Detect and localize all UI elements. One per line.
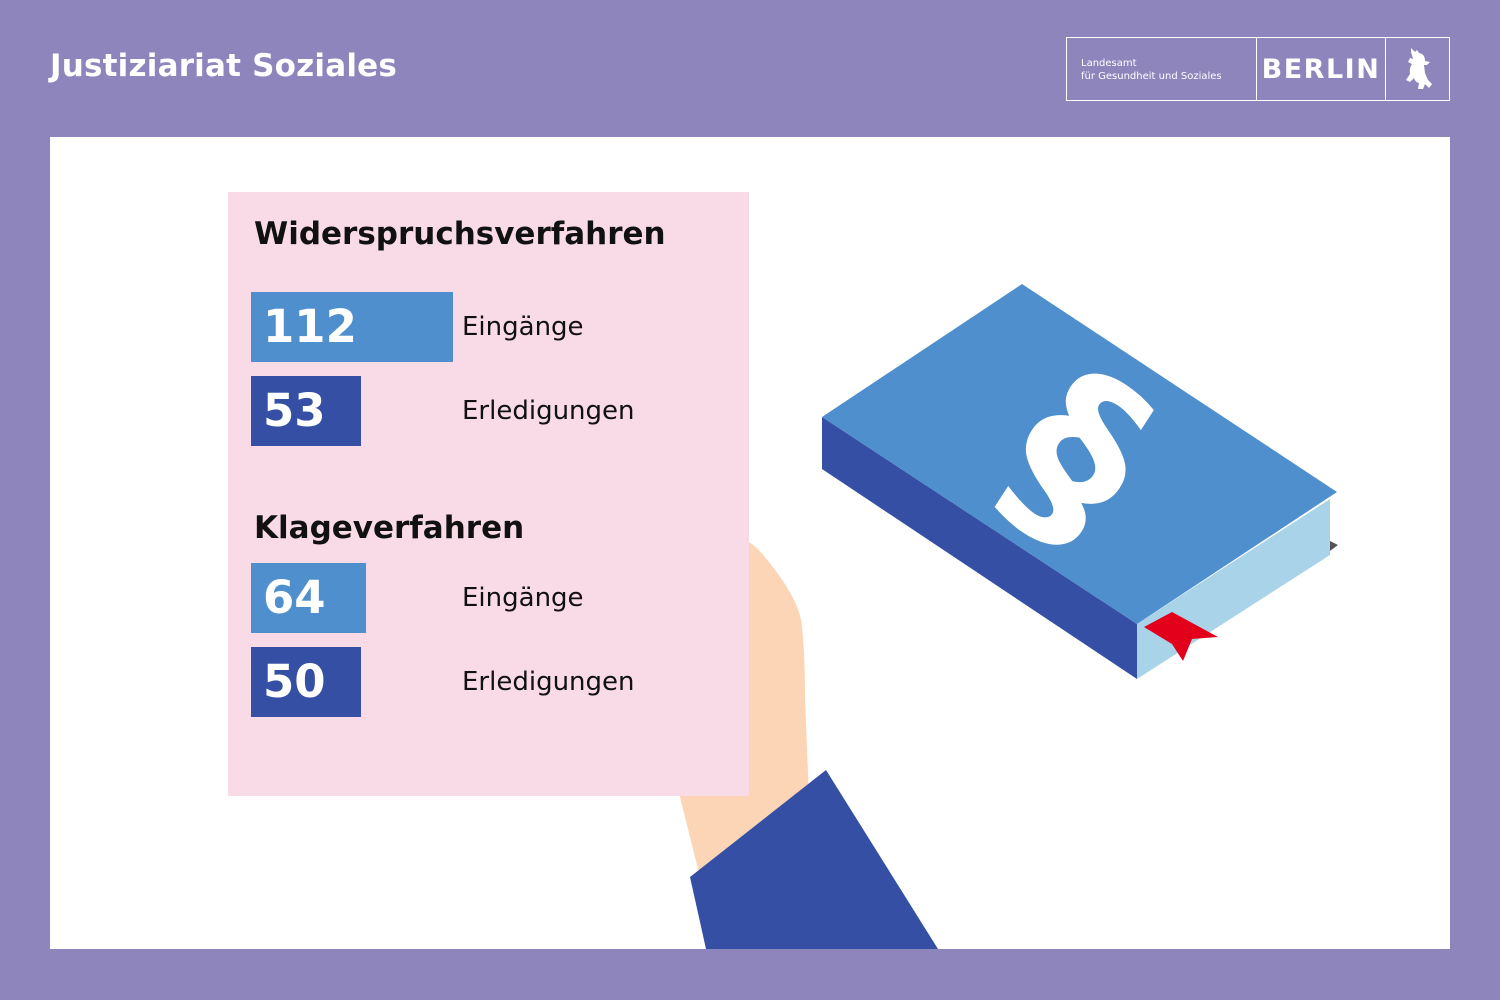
bar-widerspruch-eingaenge: 112 — [251, 292, 453, 362]
bar-klage-erledigungen: 50 — [251, 647, 361, 717]
label-klage-erledigungen: Erledigungen — [462, 667, 635, 697]
berlin-bear-icon — [1386, 38, 1449, 100]
bar-widerspruch-erledigungen: 53 — [251, 376, 361, 446]
organization-logo: Landesamt für Gesundheit und Soziales BE… — [1066, 37, 1450, 101]
label-widerspruch-erledigungen: Erledigungen — [462, 396, 635, 426]
logo-city: BERLIN — [1257, 38, 1386, 100]
logo-line-1: Landesamt — [1081, 58, 1137, 69]
statistics-card: Widerspruchsverfahren 112 Eingänge 53 Er… — [228, 192, 749, 796]
section-title-widerspruch: Widerspruchsverfahren — [254, 216, 666, 252]
label-klage-eingaenge: Eingänge — [462, 583, 584, 613]
section-title-klage: Klageverfahren — [254, 510, 525, 546]
page-title: Justiziariat Soziales — [50, 48, 398, 84]
bookmark-icon — [1144, 612, 1218, 661]
infographic-panel: § Widerspruchsverfahren 112 Eingänge 53 … — [50, 137, 1450, 949]
logo-text: Landesamt für Gesundheit und Soziales — [1067, 38, 1257, 100]
law-book-icon: § — [822, 284, 1338, 679]
bar-klage-eingaenge: 64 — [251, 563, 366, 633]
logo-line-2: für Gesundheit und Soziales — [1081, 71, 1222, 82]
label-widerspruch-eingaenge: Eingänge — [462, 312, 584, 342]
